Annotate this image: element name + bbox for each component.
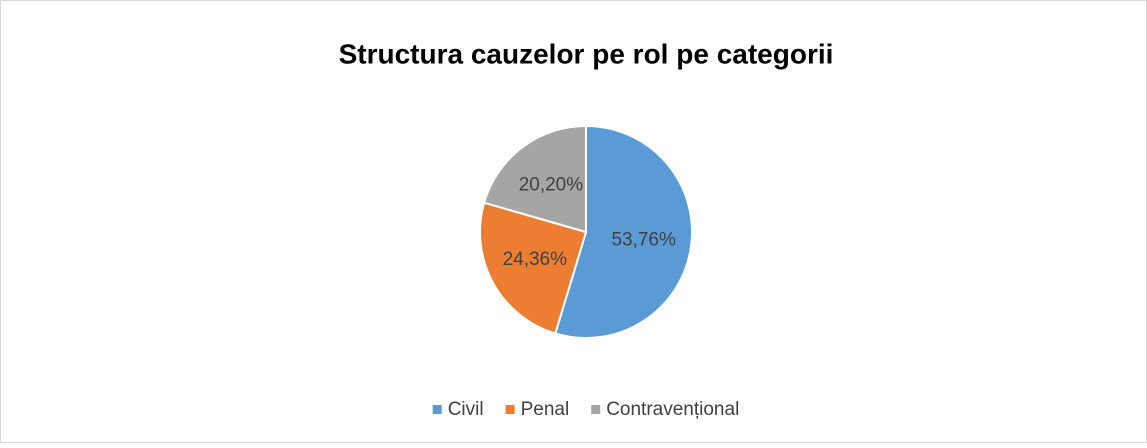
pie-slice	[479, 201, 588, 335]
legend-marker	[591, 405, 601, 414]
pie-slice	[482, 124, 587, 234]
legend-marker	[505, 405, 515, 414]
data-label: 24,36%	[503, 249, 568, 270]
data-label: 20,20%	[519, 174, 584, 195]
legend-label: Contravențional	[606, 399, 739, 420]
legend-label: Civil	[448, 399, 484, 420]
legend-marker	[432, 405, 442, 414]
pie-slice	[554, 124, 693, 339]
chart-title: Structura cauzelor pe rol pe categorii	[339, 38, 834, 69]
data-label: 53,76%	[611, 230, 676, 251]
legend-label: Penal	[521, 399, 570, 420]
